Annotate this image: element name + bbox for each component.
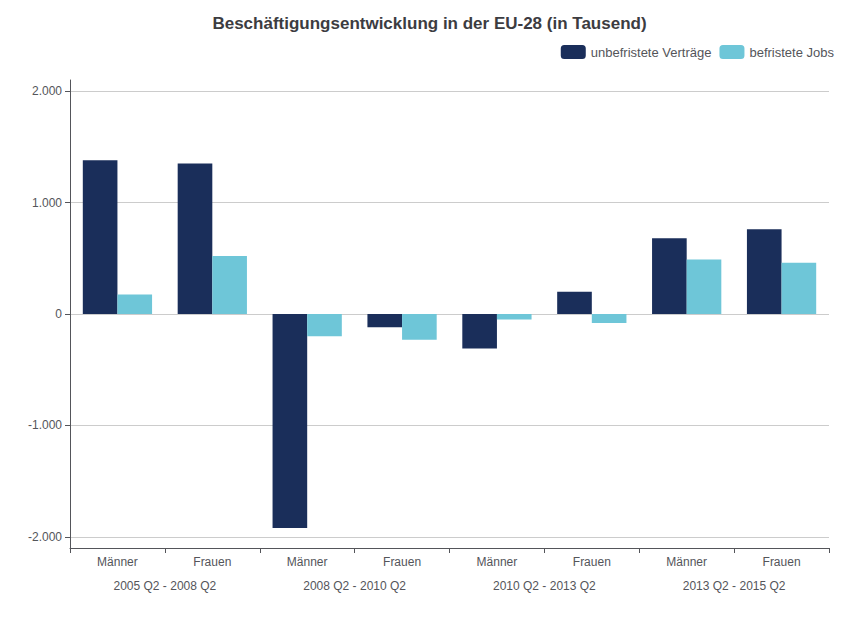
- svg-text:-2.000: -2.000: [28, 530, 62, 544]
- svg-text:unbefristete Verträge: unbefristete Verträge: [591, 45, 712, 60]
- svg-text:1.000: 1.000: [32, 196, 62, 210]
- svg-text:Männer: Männer: [287, 555, 328, 569]
- svg-text:Frauen: Frauen: [763, 555, 801, 569]
- svg-text:2010 Q2 - 2013 Q2: 2010 Q2 - 2013 Q2: [493, 579, 596, 593]
- svg-text:befristete Jobs: befristete Jobs: [749, 45, 834, 60]
- svg-text:Männer: Männer: [97, 555, 138, 569]
- svg-text:2013 Q2 - 2015 Q2: 2013 Q2 - 2015 Q2: [683, 579, 786, 593]
- svg-text:-1.000: -1.000: [28, 418, 62, 432]
- svg-text:2008 Q2 - 2010 Q2: 2008 Q2 - 2010 Q2: [303, 579, 406, 593]
- svg-text:2005 Q2 - 2008 Q2: 2005 Q2 - 2008 Q2: [114, 579, 217, 593]
- svg-text:Frauen: Frauen: [383, 555, 421, 569]
- svg-text:2.000: 2.000: [32, 84, 62, 98]
- svg-text:Männer: Männer: [477, 555, 518, 569]
- svg-text:Frauen: Frauen: [573, 555, 611, 569]
- svg-text:Beschäftigungsentwicklung in d: Beschäftigungsentwicklung in der EU-28 (…: [212, 14, 646, 33]
- svg-text:0: 0: [55, 307, 62, 321]
- svg-text:Frauen: Frauen: [193, 555, 231, 569]
- svg-text:Männer: Männer: [666, 555, 707, 569]
